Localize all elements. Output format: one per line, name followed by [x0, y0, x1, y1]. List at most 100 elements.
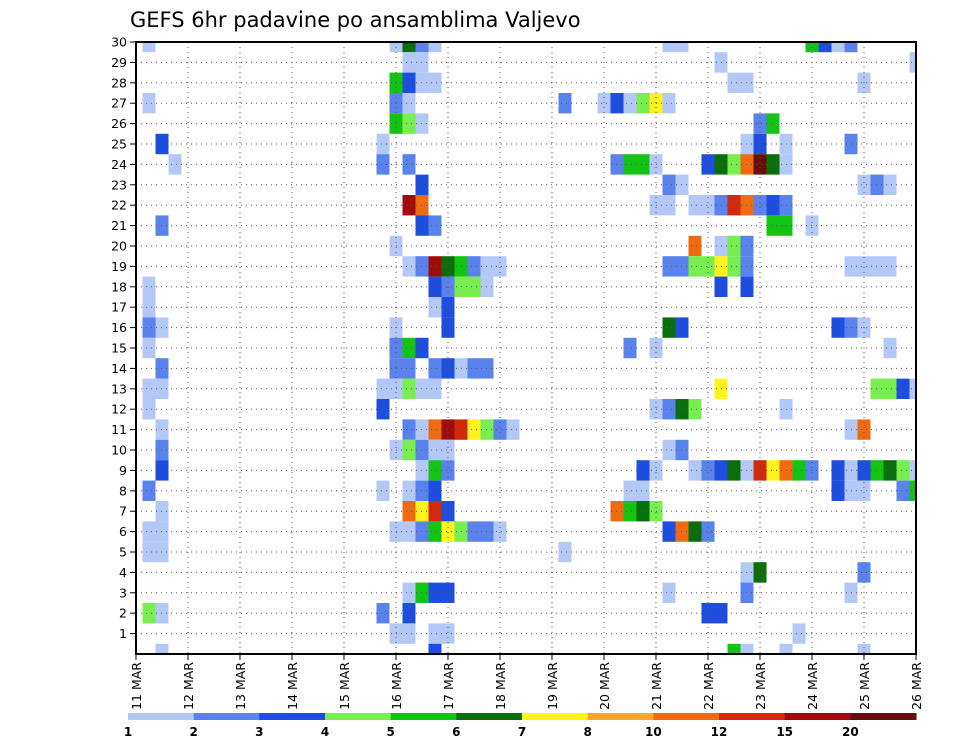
heatmap-cell [493, 419, 507, 440]
y-tick-label: 14 [111, 361, 127, 376]
y-tick-label: 24 [111, 157, 127, 172]
heatmap-cell [857, 256, 871, 277]
heatmap-cell [402, 582, 416, 603]
heatmap-cell [883, 378, 897, 399]
heatmap-cell [766, 460, 780, 481]
colorbar-swatch [719, 713, 786, 720]
heatmap-cell [753, 113, 767, 134]
heatmap-cell [701, 256, 715, 277]
colorbar-swatch [193, 713, 260, 720]
grid-lines [136, 41, 916, 654]
heatmap-cell [857, 643, 871, 654]
heatmap-cell [688, 460, 702, 481]
heatmap-cell [753, 195, 767, 216]
heatmap-cell [402, 42, 416, 53]
heatmap-cell [831, 317, 845, 338]
heatmap-cell [727, 643, 741, 654]
x-tick-label: 24 MAR [805, 662, 820, 710]
heatmap-cell [428, 276, 442, 297]
heatmap-cell [441, 521, 455, 542]
colorbar-legend: 1 2 3 4 5 6 7 8 10 12 15 20 [124, 713, 917, 739]
colorbar-label: 4 [321, 725, 329, 739]
heatmap-cell [909, 52, 916, 73]
heatmap-cell [441, 256, 455, 277]
heatmap-cell [402, 154, 416, 175]
colorbar-label: 3 [255, 725, 263, 739]
y-tick-label: 8 [119, 483, 127, 498]
heatmap-cell [688, 235, 702, 257]
heatmap-cell [142, 42, 156, 53]
y-tick-label: 26 [111, 116, 127, 131]
y-tick-label: 5 [119, 545, 127, 560]
heatmap-cell [428, 623, 442, 644]
heatmap-cell [766, 154, 780, 175]
x-tick-label: 11 MAR [129, 662, 144, 710]
x-axis: 11 MAR 12 MAR 13 MAR 14 MAR 15 MAR 16 MAR 17 M… [129, 654, 924, 710]
heatmap-cell [441, 623, 455, 644]
y-tick-label: 6 [119, 524, 127, 539]
colorbar-label: 2 [189, 725, 197, 739]
colorbar-swatch [390, 713, 457, 720]
heatmap-cell [740, 643, 754, 654]
x-tick-label: 26 MAR [909, 662, 924, 710]
heatmap-cell [428, 72, 442, 93]
heatmap-cell [441, 358, 455, 379]
y-tick-label: 2 [119, 606, 127, 621]
heatmap-cell [701, 460, 715, 481]
y-tick-label: 17 [111, 300, 127, 315]
heatmap-cell [662, 93, 676, 114]
colorbar-swatch [653, 713, 720, 720]
heatmap-cell [142, 480, 156, 501]
y-tick-label: 20 [111, 239, 127, 254]
y-tick-label: 13 [111, 381, 127, 396]
heatmap-cell [402, 378, 416, 399]
heatmap-cell [402, 337, 416, 359]
heatmap-cell [623, 154, 637, 175]
heatmap-cell [662, 399, 676, 420]
y-tick-label: 23 [111, 177, 127, 192]
heatmap-cell [402, 72, 416, 93]
heatmap-cell [142, 378, 156, 399]
heatmap-cell [376, 378, 390, 399]
heatmap-cell [402, 521, 416, 542]
heatmap-cell [662, 174, 676, 195]
heatmap-cell [662, 582, 676, 603]
colorbar-swatch [850, 713, 917, 720]
colorbar-label: 12 [711, 725, 728, 739]
heatmap-cell [727, 235, 741, 257]
colorbar-label: 10 [645, 725, 662, 739]
heatmap-cell [402, 419, 416, 440]
y-tick-label: 4 [119, 565, 127, 580]
heatmap-cell [506, 419, 520, 440]
heatmap-cell [428, 42, 442, 53]
x-tick-label: 23 MAR [753, 662, 768, 710]
heatmap-cell [142, 337, 156, 359]
heatmap-cell [441, 419, 455, 440]
y-tick-label: 18 [111, 279, 127, 294]
y-axis: 1234567891011121314151617181920212223242… [111, 35, 136, 641]
heatmap-cell [428, 439, 442, 461]
heatmap-cell [675, 42, 689, 53]
heatmap-cell [142, 93, 156, 114]
y-tick-label: 12 [111, 402, 127, 417]
colorbar-swatch [128, 713, 195, 720]
y-tick-label: 29 [111, 55, 127, 70]
heatmap-cell [662, 439, 676, 461]
heatmap-cell [792, 460, 806, 481]
heatmap-cell [402, 480, 416, 501]
heatmap-cell [376, 154, 390, 175]
heatmap-cell [766, 195, 780, 216]
heatmap-cell [857, 174, 871, 195]
heatmap-cell [402, 113, 416, 134]
heatmap-cell [428, 256, 442, 277]
heatmap-cell [441, 276, 455, 297]
colorbar-swatch [784, 713, 851, 720]
y-tick-label: 10 [111, 443, 127, 458]
heatmap-cell [623, 337, 637, 359]
heatmap-cell [792, 623, 806, 644]
heatmap-cell [623, 480, 637, 501]
heatmap-cell [467, 358, 481, 379]
heatmap-cell [636, 480, 650, 501]
colorbar-label: 15 [776, 725, 793, 739]
heatmap-cell [662, 195, 676, 216]
